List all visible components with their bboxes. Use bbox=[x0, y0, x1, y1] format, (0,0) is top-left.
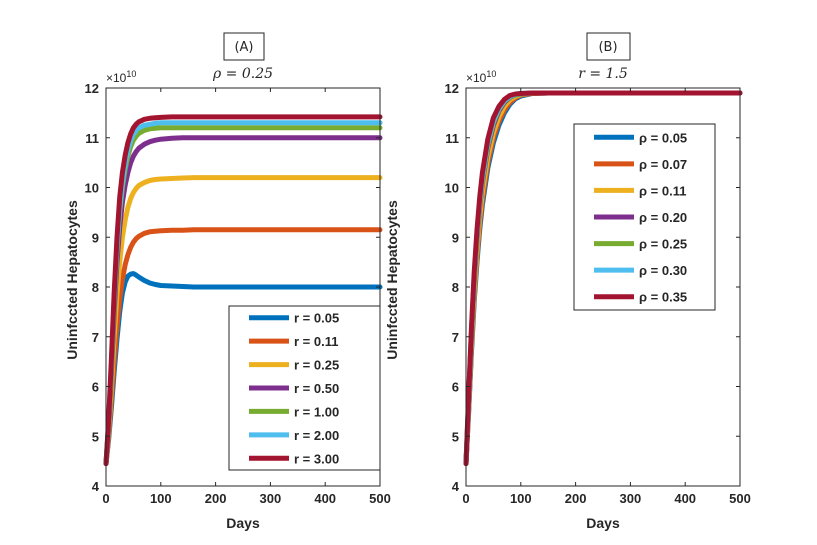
panel-b-legend-label-5: ρ = 0.30 bbox=[639, 263, 687, 278]
panel-b-legend-label-1: ρ = 0.07 bbox=[639, 157, 687, 172]
panel-a-legend-label-6: r = 3.00 bbox=[294, 451, 339, 466]
panel-a-y-exponent: ×1010 bbox=[106, 69, 136, 85]
panel-b-x-tick-label-1: 100 bbox=[510, 491, 532, 506]
panel-b-label: (B) bbox=[598, 40, 617, 55]
panel-a-x-tick-label-1: 100 bbox=[150, 491, 172, 506]
panel-b-legend-label-0: ρ = 0.05 bbox=[639, 130, 687, 145]
panel-a-y-tick-label-4: 8 bbox=[92, 280, 99, 295]
panel-a-x-tick-label-2: 200 bbox=[205, 491, 227, 506]
panel-a-x-tick-label-0: 0 bbox=[102, 491, 109, 506]
panel-b: (B) r = 1.5 Uninfccted Hepatocytes Days … bbox=[384, 32, 751, 531]
panel-b-y-tick-label-8: 12 bbox=[445, 81, 459, 96]
panel-a-legend-label-4: r = 1.00 bbox=[294, 404, 339, 419]
panel-b-y-exponent: ×1010 bbox=[466, 69, 496, 85]
panel-b-legend-label-2: ρ = 0.11 bbox=[639, 183, 686, 198]
panel-b-series-line-6 bbox=[463, 90, 743, 467]
panel-a-x-axis-label: Days bbox=[226, 515, 260, 531]
panel-a-y-tick-label-0: 4 bbox=[92, 479, 100, 494]
panel-a-legend-label-3: r = 0.50 bbox=[294, 381, 339, 396]
panel-a-y-exponent-base: ×10 bbox=[106, 71, 127, 85]
panel-a-series-line-6 bbox=[103, 114, 383, 467]
panel-a: (A) ρ = 0.25 Uninfccted Hepatocytes Days… bbox=[64, 32, 391, 531]
panel-a-y-tick-label-7: 11 bbox=[85, 131, 99, 146]
panel-b-y-tick-label-3: 7 bbox=[452, 330, 459, 345]
panel-b-title: r = 1.5 bbox=[578, 66, 628, 82]
panel-b-y-tick-label-6: 10 bbox=[445, 181, 459, 196]
panel-a-label: (A) bbox=[234, 40, 253, 55]
panel-a-y-tick-label-8: 12 bbox=[85, 81, 99, 96]
panel-b-legend-label-4: ρ = 0.25 bbox=[639, 237, 687, 252]
panel-b-x-axis-label: Days bbox=[586, 515, 620, 531]
panel-b-y-tick-label-2: 6 bbox=[452, 380, 459, 395]
panel-b-legend-label-3: ρ = 0.20 bbox=[639, 210, 687, 225]
panel-b-label-box bbox=[586, 32, 631, 61]
panel-a-y-axis-label: Uninfccted Hepatocytes bbox=[64, 200, 80, 360]
panel-a-y-tick-label-1: 5 bbox=[92, 429, 99, 444]
panel-a-y-tick-label-3: 7 bbox=[92, 330, 99, 345]
panel-b-y-tick-label-0: 4 bbox=[452, 479, 460, 494]
panel-a-x-tick-label-5: 500 bbox=[369, 491, 391, 506]
panel-a-y-tick-label-5: 9 bbox=[92, 230, 99, 245]
panel-b-ticks: 0 100 200 300 400 500 4 5 6 7 8 9 10 11 12 bbox=[445, 81, 751, 506]
panel-b-y-axis-label: Uninfccted Hepatocytes bbox=[384, 200, 400, 360]
panel-b-y-tick-label-7: 11 bbox=[445, 131, 459, 146]
panel-a-label-box bbox=[223, 32, 265, 61]
panel-b-x-tick-label-4: 400 bbox=[674, 491, 696, 506]
panel-b-y-tick-label-5: 9 bbox=[452, 230, 459, 245]
panel-b-legend-label-6: ρ = 0.35 bbox=[639, 290, 687, 305]
panel-a-x-tick-label-4: 400 bbox=[314, 491, 336, 506]
panel-b-y-exponent-power: 10 bbox=[486, 69, 496, 79]
panel-b-x-tick-label-2: 200 bbox=[565, 491, 587, 506]
panel-a-title: ρ = 0.25 bbox=[212, 66, 273, 82]
panel-a-legend-label-5: r = 2.00 bbox=[294, 428, 339, 443]
panel-b-lines bbox=[463, 90, 743, 467]
panel-b-x-tick-label-0: 0 bbox=[462, 491, 469, 506]
panel-a-legend-label-2: r = 0.25 bbox=[294, 358, 339, 373]
panel-b-y-tick-label-1: 5 bbox=[452, 429, 459, 444]
panel-a-legend-label-0: r = 0.05 bbox=[294, 311, 339, 326]
panel-b-x-tick-label-3: 300 bbox=[620, 491, 642, 506]
panel-b-x-tick-label-5: 500 bbox=[729, 491, 751, 506]
panel-a-legend: r = 0.05 r = 0.11 r = 0.25 r = 0.50 r = 1.00… bbox=[228, 305, 381, 471]
panel-a-y-tick-label-2: 6 bbox=[92, 380, 99, 395]
panel-a-lines bbox=[103, 114, 383, 467]
panel-b-y-exponent-base: ×10 bbox=[466, 71, 487, 85]
panel-a-x-tick-label-3: 300 bbox=[260, 491, 282, 506]
panel-b-legend: ρ = 0.05 ρ = 0.07 ρ = 0.11 ρ = 0.20 ρ = 0.25… bbox=[573, 123, 716, 311]
panel-a-series-line-1 bbox=[103, 227, 383, 467]
panel-a-legend-label-1: r = 0.11 bbox=[294, 334, 338, 349]
panel-b-y-tick-label-4: 8 bbox=[452, 280, 459, 295]
panel-a-y-exponent-power: 10 bbox=[126, 69, 136, 79]
panel-a-y-tick-label-6: 10 bbox=[85, 181, 99, 196]
panel-a-ticks: 0 100 200 300 400 500 4 5 6 7 8 9 10 11 12 bbox=[85, 81, 391, 506]
